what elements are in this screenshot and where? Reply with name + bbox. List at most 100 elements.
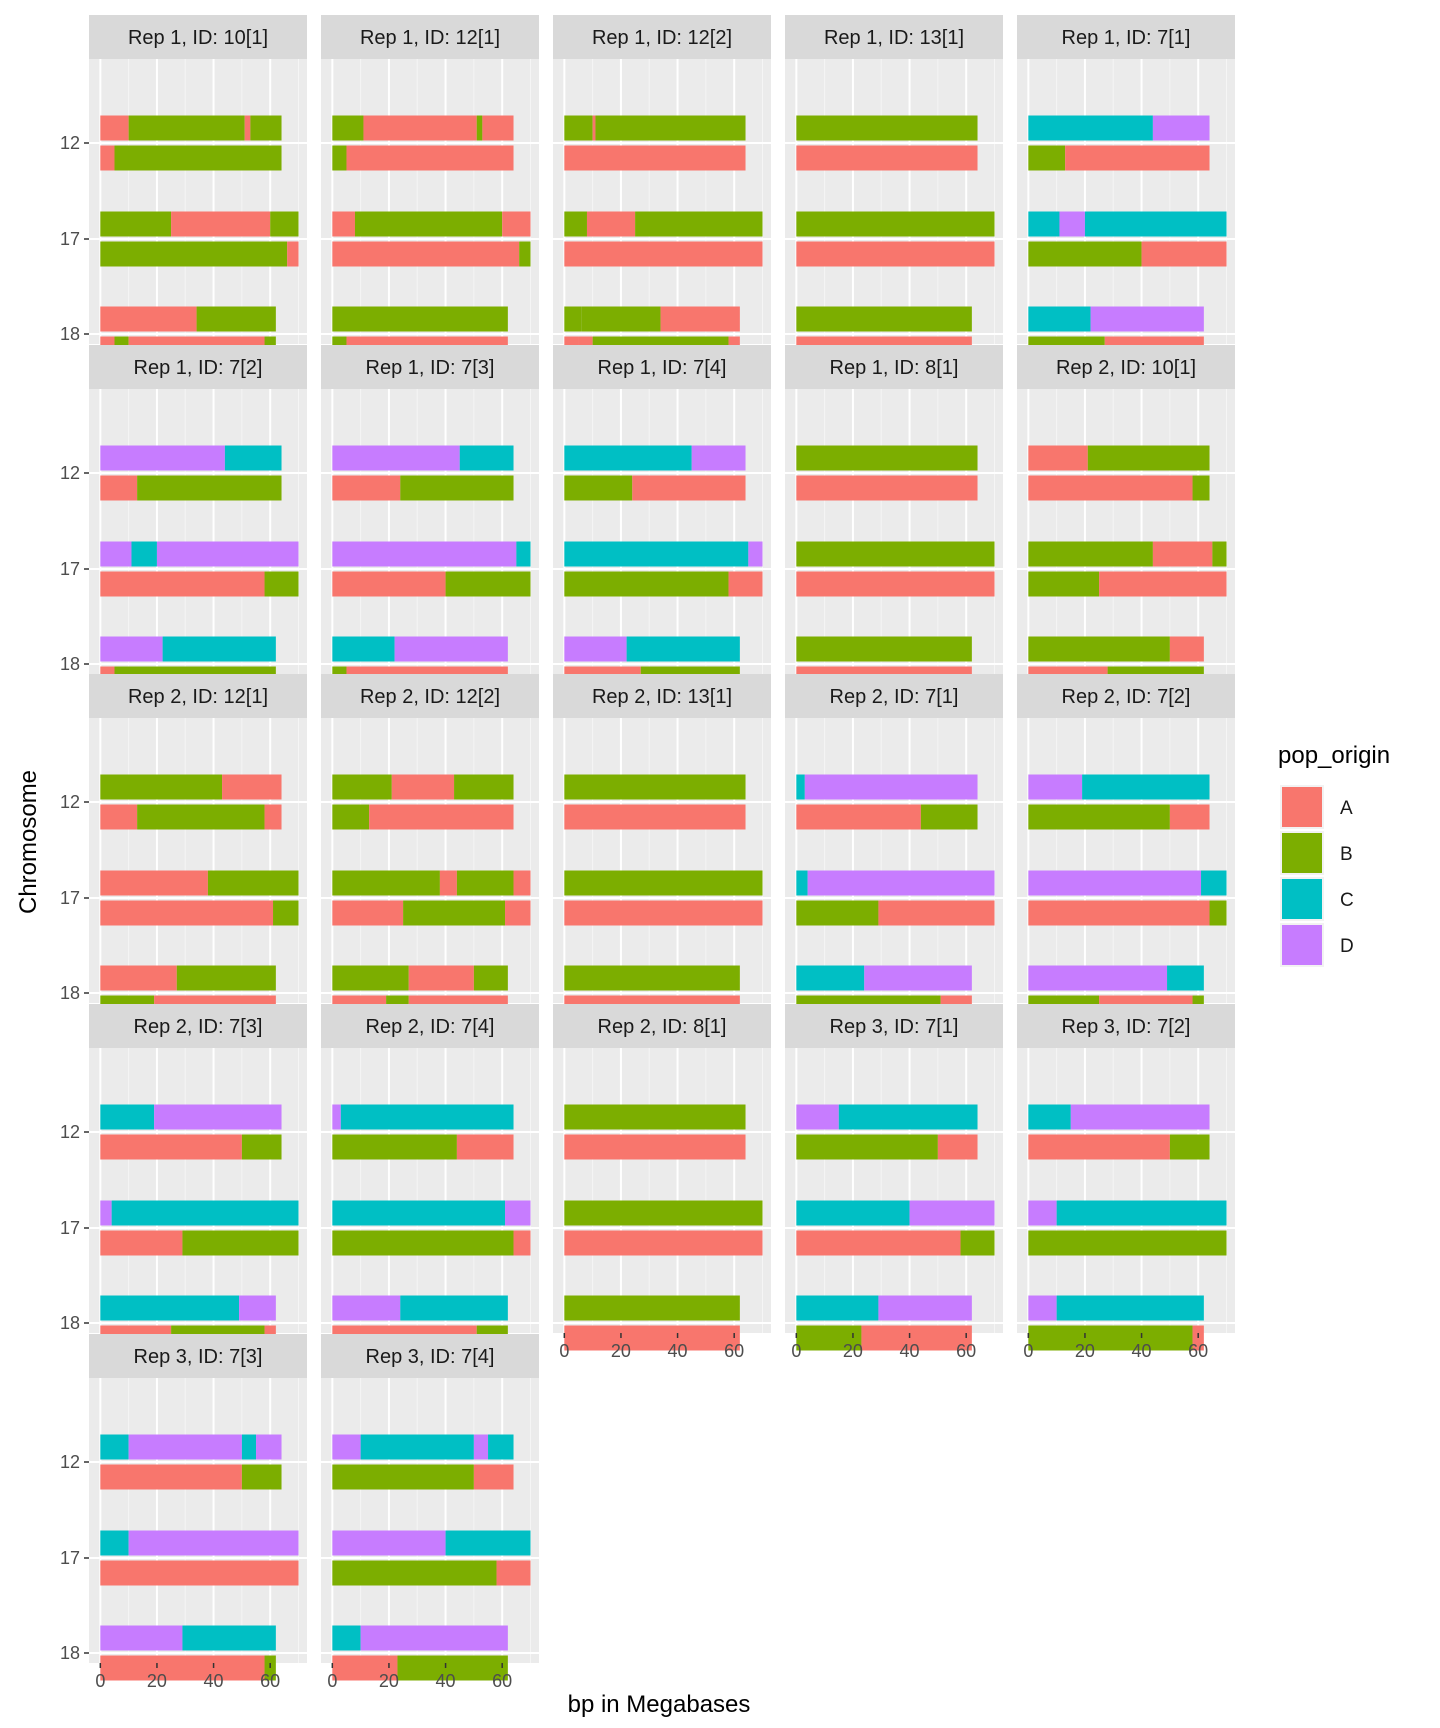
ancestry-segment xyxy=(1028,211,1060,237)
ancestry-segment xyxy=(332,1464,474,1490)
facet-strip xyxy=(785,1004,1003,1048)
y-tick-label: 12 xyxy=(60,792,80,812)
ancestry-segment xyxy=(100,804,138,830)
ancestry-segment xyxy=(332,1230,514,1256)
panel-background xyxy=(89,389,307,674)
ancestry-segment xyxy=(937,1134,978,1160)
ancestry-segment xyxy=(864,965,972,991)
ancestry-segment xyxy=(182,1625,276,1651)
ancestry-segment xyxy=(100,306,197,332)
x-tick-label: 20 xyxy=(1075,1341,1095,1361)
ancestry-segment xyxy=(796,1134,938,1160)
facet-strip-label: Rep 2, ID: 7[1] xyxy=(830,686,959,708)
ancestry-segment xyxy=(513,1230,531,1256)
ancestry-segment xyxy=(473,965,508,991)
facet-strip-label: Rep 1, ID: 7[1] xyxy=(1062,27,1191,49)
y-tick-label: 12 xyxy=(60,133,80,153)
ancestry-segment xyxy=(1209,900,1227,926)
ancestry-segment xyxy=(332,774,392,800)
ancestry-segment xyxy=(1065,145,1210,171)
ancestry-segment xyxy=(1169,804,1210,830)
ancestry-segment xyxy=(796,475,978,501)
facet-strip-label: Rep 1, ID: 10[1] xyxy=(128,27,268,49)
ancestry-segment xyxy=(250,115,282,141)
ancestry-segment xyxy=(1028,1295,1057,1321)
ancestry-segment xyxy=(332,571,446,597)
facet-strip-label: Rep 2, ID: 12[2] xyxy=(360,686,500,708)
ancestry-segment xyxy=(502,211,531,237)
panel-background xyxy=(553,59,771,344)
panel-background xyxy=(1017,1048,1235,1333)
ancestry-segment xyxy=(476,115,483,141)
facet-strip-label: Rep 3, ID: 7[3] xyxy=(134,1346,263,1368)
ancestry-segment xyxy=(1028,965,1168,991)
facet-strip xyxy=(89,15,307,59)
facet-strip xyxy=(785,15,1003,59)
x-tick-label: 20 xyxy=(379,1671,399,1691)
ancestry-segment xyxy=(748,541,763,567)
ancestry-segment xyxy=(332,145,347,171)
y-tick-label: 17 xyxy=(60,1548,80,1568)
facet-panel: Rep 1, ID: 7[1] xyxy=(1017,15,1235,362)
ancestry-segment xyxy=(505,1200,531,1226)
y-tick-label: 17 xyxy=(60,888,80,908)
ancestry-segment xyxy=(1028,145,1066,171)
legend-label: B xyxy=(1340,844,1353,865)
panel-background xyxy=(1017,389,1235,674)
ancestry-segment xyxy=(1099,571,1227,597)
ancestry-segment xyxy=(369,804,514,830)
facet-strip-label: Rep 2, ID: 13[1] xyxy=(592,686,732,708)
ancestry-segment xyxy=(564,870,763,896)
ancestry-segment xyxy=(332,1530,446,1556)
ancestry-segment xyxy=(1082,774,1210,800)
ancestry-segment xyxy=(256,1434,282,1460)
ancestry-segment xyxy=(340,1104,514,1130)
ancestry-segment xyxy=(100,1230,183,1256)
ancestry-segment xyxy=(1169,1134,1210,1160)
ancestry-segment xyxy=(1059,211,1085,237)
ancestry-segment xyxy=(1028,774,1083,800)
ancestry-segment xyxy=(564,774,746,800)
ancestry-segment xyxy=(586,211,636,237)
ancestry-segment xyxy=(632,475,746,501)
panel-background xyxy=(89,718,307,1003)
ancestry-segment xyxy=(660,306,740,332)
y-tick-label: 17 xyxy=(60,559,80,579)
facet-strip-label: Rep 1, ID: 7[2] xyxy=(134,357,263,379)
ancestry-segment xyxy=(196,306,276,332)
ancestry-segment xyxy=(332,804,370,830)
y-tick-label: 18 xyxy=(60,654,80,674)
facet-panel: Rep 1, ID: 13[1] xyxy=(785,15,1003,362)
ancestry-segment xyxy=(332,900,404,926)
facet-strip xyxy=(1017,674,1235,718)
x-tick-label: 0 xyxy=(95,1671,105,1691)
ancestry-segment xyxy=(100,475,138,501)
ancestry-segment xyxy=(1056,1295,1204,1321)
ancestry-segment xyxy=(394,636,508,662)
ancestry-segment xyxy=(100,774,223,800)
ancestry-segment xyxy=(360,1625,508,1651)
legend-swatch xyxy=(1282,925,1322,965)
ancestry-segment xyxy=(131,541,157,567)
ancestry-segment xyxy=(111,1200,299,1226)
ancestry-segment xyxy=(1070,1104,1210,1130)
ancestry-segment xyxy=(909,1200,995,1226)
ancestry-segment xyxy=(564,475,633,501)
facet-strip xyxy=(553,15,771,59)
ancestry-segment xyxy=(564,1104,746,1130)
facet-strip xyxy=(553,674,771,718)
ancestry-segment xyxy=(332,965,409,991)
ancestry-segment xyxy=(1028,241,1142,267)
ancestry-segment xyxy=(635,211,763,237)
ancestry-segment xyxy=(332,1655,398,1681)
facet-panel: Rep 2, ID: 7[2] xyxy=(1017,674,1235,1021)
legend-swatch xyxy=(1282,833,1322,873)
ancestry-segment xyxy=(1028,475,1193,501)
facet-strip-label: Rep 1, ID: 7[4] xyxy=(598,357,727,379)
panel-background xyxy=(321,1378,539,1663)
facet-strip xyxy=(553,1004,771,1048)
ancestry-segment xyxy=(222,774,282,800)
ancestry-segment xyxy=(244,115,251,141)
ancestry-segment xyxy=(564,1325,740,1351)
ancestry-segment xyxy=(100,115,129,141)
